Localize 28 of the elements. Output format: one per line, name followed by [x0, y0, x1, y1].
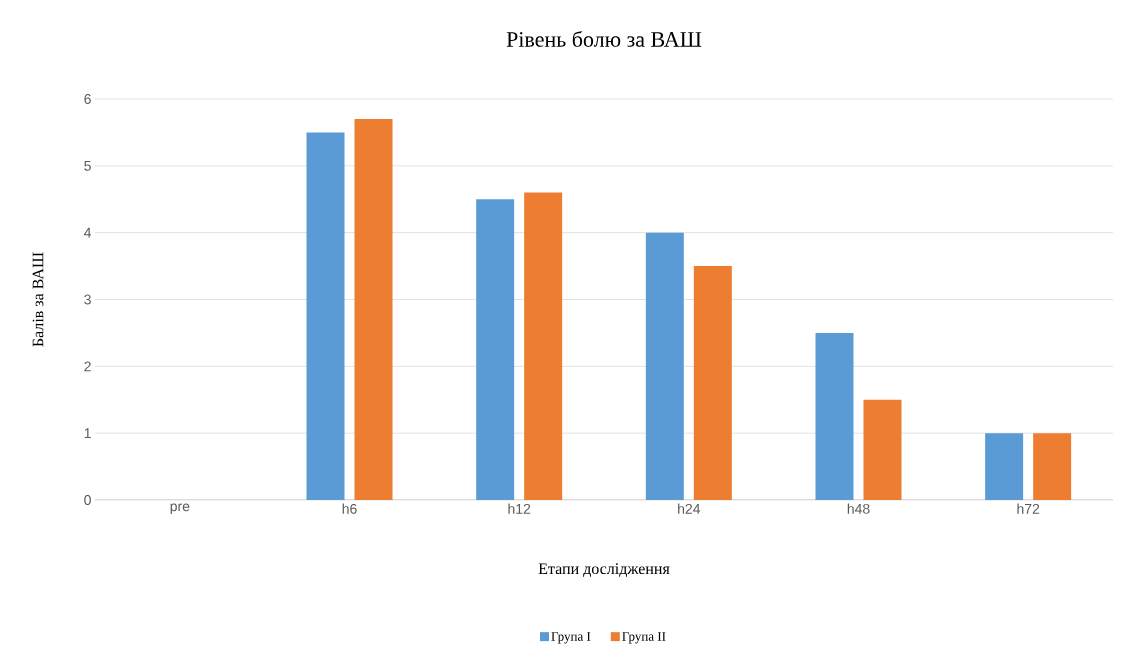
x-tick-label: h72: [1017, 503, 1040, 514]
bar: [476, 199, 515, 500]
bar: [524, 192, 563, 500]
y-axis-title: Балів за ВАШ: [32, 252, 44, 347]
x-tick-label: h48: [847, 503, 870, 514]
bar: [985, 433, 1024, 500]
y-tick-label: 2: [84, 361, 91, 372]
y-tick-label: 4: [84, 227, 92, 238]
chart-title: Рівень болю за ВАШ: [506, 30, 702, 47]
legend-label: Група II: [622, 632, 666, 644]
y-tick-label: 3: [84, 294, 91, 305]
x-axis-title: Етапи дослідження: [538, 563, 670, 578]
bar: [863, 399, 902, 500]
bar: [1033, 433, 1072, 500]
y-tick-label: 0: [84, 495, 91, 505]
bar: [354, 119, 393, 500]
x-tick-label: h6: [342, 503, 357, 514]
bar: [306, 132, 345, 500]
bar: [645, 232, 684, 500]
y-tick-label: 6: [84, 94, 91, 104]
bar: [693, 266, 732, 500]
x-tick-label: h24: [678, 503, 701, 514]
legend-label: Група I: [551, 632, 591, 644]
x-tick-label: pre: [170, 503, 190, 514]
y-tick-label: 1: [84, 428, 91, 438]
y-tick-label: 5: [84, 160, 91, 171]
x-tick-label: h12: [508, 503, 531, 514]
bar: [815, 332, 854, 500]
